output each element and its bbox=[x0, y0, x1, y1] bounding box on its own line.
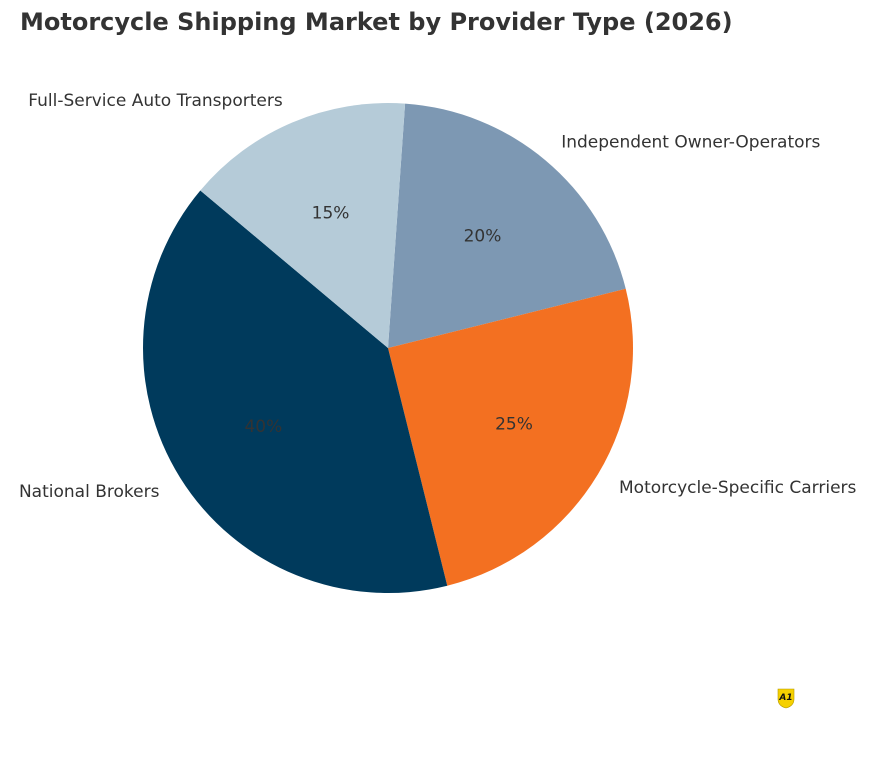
svg-text:A1: A1 bbox=[778, 693, 792, 703]
slice-category-label: Full-Service Auto Transporters bbox=[28, 91, 283, 111]
slice-percent-label: 15% bbox=[312, 204, 350, 224]
chart-title: Motorcycle Shipping Market by Provider T… bbox=[20, 8, 733, 36]
pie-slice-motorcycle-specific-carriers bbox=[388, 288, 633, 586]
pie-slice-full-service-auto-transporters bbox=[200, 103, 406, 348]
slice-percent-label: 20% bbox=[464, 226, 502, 246]
a1-logo-icon: A1 bbox=[777, 688, 795, 709]
pie-slice-independent-owner-operators bbox=[388, 103, 626, 349]
slice-percent-label: 25% bbox=[495, 415, 533, 435]
slice-category-label: National Brokers bbox=[19, 482, 160, 502]
pie-slice-national-brokers bbox=[142, 190, 448, 593]
slice-category-label: Motorcycle-Specific Carriers bbox=[619, 478, 857, 498]
slice-category-label: Independent Owner-Operators bbox=[561, 133, 820, 153]
slice-percent-label: 40% bbox=[244, 417, 282, 437]
